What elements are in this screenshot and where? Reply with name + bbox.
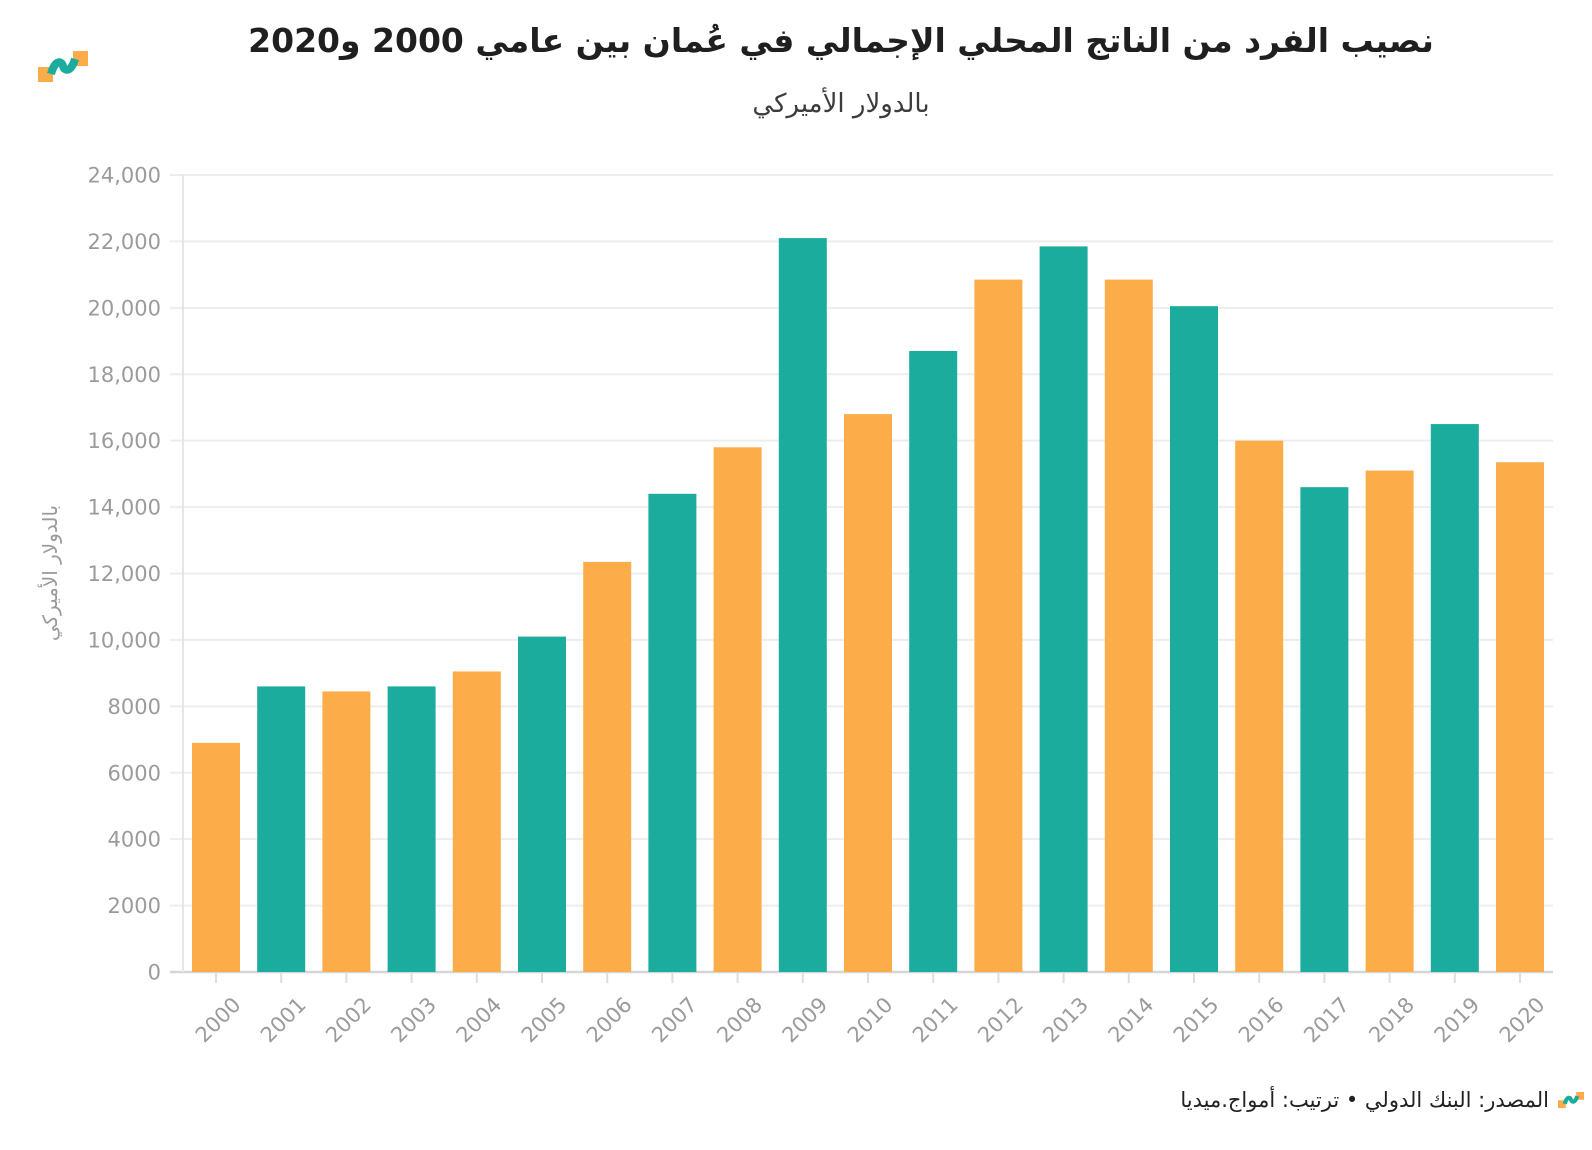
bar-2004 [452,671,501,972]
source-credit-text: المصدر: البنك الدولي • ترتيب: أمواج.ميدي… [1180,1088,1549,1112]
logo-square-right [1576,1091,1584,1100]
logo-square-left [1558,1100,1566,1109]
bar-2002 [322,691,371,972]
bar-2013 [1039,246,1088,972]
bar-chart-svg: 0 2000 4000 6000 8000 10,000 12,000 14,000 16,00… [38,164,1553,1048]
y-axis-title: بالدولار الأميركي [38,505,63,641]
chart-title: نصيب الفرد من الناتج المحلي الإجمالي في … [248,21,1434,60]
x-tick-label-2009: 2009 [778,993,833,1048]
x-tick-label-2019: 2019 [1430,993,1485,1048]
y-tick-label-4000: 4000 [108,828,161,852]
bar-2009 [778,238,827,972]
x-tick-label-2016: 2016 [1234,993,1289,1048]
y-tick-label-6000: 6000 [108,761,161,785]
logo-wave [1562,1095,1580,1105]
x-tick-label-2020: 2020 [1495,993,1550,1048]
x-tick-label-2003: 2003 [386,993,441,1048]
y-tick-label-22,000: 22,000 [88,230,161,254]
chart-header: نصيب الفرد من الناتج المحلي الإجمالي في … [90,20,1592,119]
x-tick-label-2006: 2006 [582,993,637,1048]
bar-2014 [1104,279,1153,972]
y-tick-label-20,000: 20,000 [88,296,161,320]
x-tick-label-2015: 2015 [1169,993,1224,1048]
bar-2005 [518,636,566,972]
bar-2000 [192,742,240,972]
bar-2011 [909,351,958,972]
x-tick-label-2008: 2008 [712,993,767,1048]
y-tick-label-8000: 8000 [108,695,161,719]
x-tick-label-2013: 2013 [1038,993,1093,1048]
chart-area: 0 2000 4000 6000 8000 10,000 12,000 14,000 16,00… [0,150,1592,1070]
x-tick-label-2007: 2007 [647,993,702,1048]
bar-2015 [1170,306,1218,972]
bar-2019 [1430,424,1479,972]
x-tick-label-2004: 2004 [452,993,507,1048]
axes [182,175,1521,983]
y-tick-label-14,000: 14,000 [88,496,161,520]
x-tick-label-2000: 2000 [191,993,246,1048]
bar-2016 [1235,440,1284,973]
bar-2018 [1365,470,1414,972]
x-tick-label-2005: 2005 [517,993,572,1048]
bar-2007 [648,493,697,972]
bar-2020 [1496,462,1544,972]
x-tick-label-2011: 2011 [908,993,963,1048]
bars [192,238,1544,973]
x-tick-label-2017: 2017 [1299,993,1354,1048]
y-tick-label-18,000: 18,000 [88,363,161,387]
bar-2008 [713,447,762,972]
x-tick-label-2001: 2001 [256,993,311,1048]
amwaj-logo-icon [38,51,88,82]
x-tick-label-2012: 2012 [973,993,1028,1048]
y-tick-label-2000: 2000 [108,894,161,918]
chart-subtitle: بالدولار الأميركي [752,89,930,120]
y-tick-label-16,000: 16,000 [88,429,161,453]
bar-2003 [387,686,436,972]
x-tick-label-2002: 2002 [321,993,376,1048]
bar-2012 [974,279,1023,972]
y-tick-label-10,000: 10,000 [88,628,161,652]
bar-2017 [1300,487,1349,972]
y-tick-label-12,000: 12,000 [88,562,161,586]
y-tick-label-0: 0 [148,961,161,985]
logo-wave [47,57,79,76]
bar-2006 [583,561,632,972]
bar-2010 [844,414,892,973]
amwaj-footer-logo-icon [1558,1091,1584,1109]
x-tick-label-2014: 2014 [1104,993,1159,1048]
y-tick-label-24,000: 24,000 [88,164,161,188]
x-tick-label-2018: 2018 [1364,993,1419,1048]
bar-2001 [257,686,306,972]
chart-footer: المصدر: البنك الدولي • ترتيب: أمواج.ميدي… [1180,1088,1584,1112]
x-tick-label-2010: 2010 [843,993,898,1048]
